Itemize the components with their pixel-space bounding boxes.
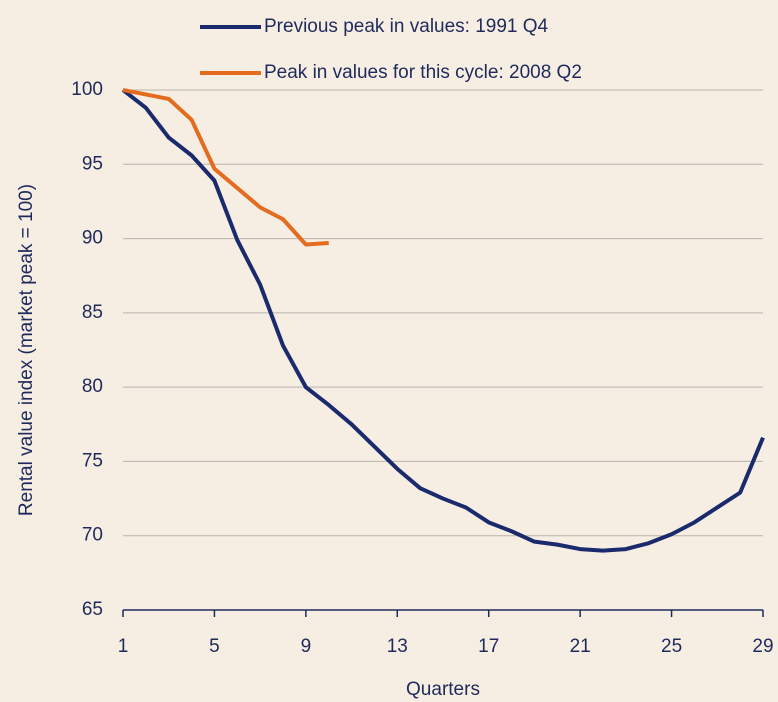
y-axis-label: Rental value index (market peak = 100) xyxy=(16,184,37,516)
series-line xyxy=(122,88,329,247)
y-tick-label: 100 xyxy=(71,79,103,100)
x-tick-label: 1 xyxy=(118,636,129,657)
y-tick-label: 80 xyxy=(82,376,103,397)
series-line xyxy=(121,88,765,553)
y-tick-label: 65 xyxy=(82,599,103,620)
y-tick-label: 85 xyxy=(82,302,103,323)
x-tick-label: 9 xyxy=(301,636,312,657)
y-tick-label: 90 xyxy=(82,228,103,249)
x-tick-label: 13 xyxy=(387,636,408,657)
y-tick-label: 75 xyxy=(82,450,103,471)
legend-label: Peak in values for this cycle: 2008 Q2 xyxy=(264,62,582,83)
x-tick-label: 25 xyxy=(661,636,682,657)
x-tick-label: 29 xyxy=(752,636,773,657)
y-tick-label: 70 xyxy=(82,525,103,546)
legend-label: Previous peak in values: 1991 Q4 xyxy=(264,16,549,37)
y-tick-label: 95 xyxy=(82,153,103,174)
x-axis-label: Quarters xyxy=(406,679,480,700)
x-tick-label: 5 xyxy=(209,636,220,657)
x-tick-label: 21 xyxy=(570,636,591,657)
x-tick-label: 17 xyxy=(478,636,499,657)
